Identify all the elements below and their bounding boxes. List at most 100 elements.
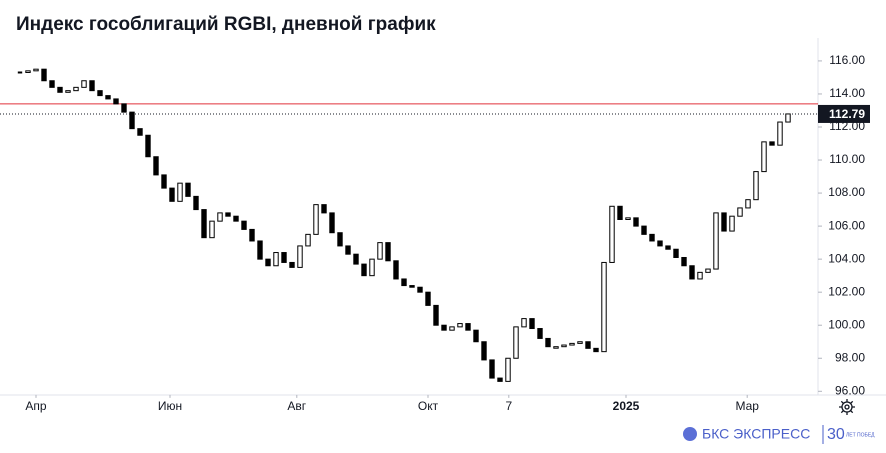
logo-mark — [683, 427, 697, 441]
candle — [769, 141, 775, 146]
candle — [233, 215, 239, 222]
candle — [241, 220, 247, 230]
x-tick-label: Июн — [158, 399, 182, 413]
candle — [697, 271, 703, 280]
candle — [553, 346, 559, 349]
candle — [321, 204, 327, 214]
candle — [313, 204, 319, 235]
candle — [449, 326, 455, 331]
candle — [713, 212, 719, 270]
candle — [281, 252, 287, 263]
logo-name: БКС ЭКСПРЕСС — [702, 426, 810, 442]
candle — [377, 242, 383, 260]
candle — [609, 205, 615, 263]
candle — [33, 68, 39, 72]
candle — [649, 233, 655, 242]
candle — [545, 337, 551, 348]
x-tick-label: Окт — [418, 399, 439, 413]
chart-title: Индекс гособлигаций RGBI, дневной график — [16, 14, 436, 35]
candle — [65, 90, 71, 93]
candle — [105, 95, 111, 100]
candle — [329, 212, 335, 234]
candle — [169, 187, 175, 202]
candle — [513, 326, 519, 359]
candle — [785, 113, 791, 123]
y-tick-label: 108.00 — [828, 185, 865, 199]
candle — [209, 220, 215, 239]
candle — [25, 70, 31, 73]
candle — [505, 357, 511, 382]
logo-years: 30 — [827, 426, 845, 443]
last-value-label: 112.79 — [829, 107, 865, 121]
candle — [593, 347, 599, 353]
candle — [73, 86, 79, 92]
candle — [57, 86, 63, 93]
candle — [273, 252, 279, 267]
candle — [665, 245, 671, 250]
last-value-badge — [818, 104, 870, 123]
candle — [249, 228, 255, 242]
x-tick-label: 2025 — [613, 399, 640, 413]
candle — [193, 195, 199, 211]
candle — [457, 323, 463, 328]
candle — [481, 341, 487, 361]
candle — [297, 245, 303, 268]
x-tick-label: Мар — [735, 399, 759, 413]
candle — [97, 90, 103, 97]
candle — [633, 217, 639, 227]
candle — [401, 278, 407, 287]
candle — [257, 240, 263, 260]
candle — [529, 318, 535, 330]
logo: БКС ЭКСПРЕСС 30 ЛЕТ ПОБЕД — [683, 425, 875, 444]
candle — [353, 253, 359, 265]
candle — [369, 258, 375, 277]
candle — [153, 156, 159, 176]
candle — [489, 359, 495, 379]
candle — [745, 199, 751, 209]
candle — [41, 68, 47, 82]
candle — [537, 328, 543, 339]
candle — [641, 225, 647, 235]
y-tick-label: 98.00 — [835, 350, 865, 364]
candle — [737, 207, 743, 217]
candle — [265, 258, 271, 267]
candle — [161, 174, 167, 189]
y-tick-label: 106.00 — [828, 218, 865, 232]
candle — [433, 304, 439, 326]
candle — [617, 205, 623, 221]
candle — [385, 242, 391, 262]
candle — [201, 209, 207, 239]
candle — [729, 215, 735, 232]
candle — [473, 329, 479, 343]
y-tick-label: 116.00 — [829, 53, 865, 67]
candle — [89, 80, 95, 92]
candle — [81, 80, 87, 88]
candle — [569, 342, 575, 346]
x-tick-label: Апр — [25, 399, 47, 413]
candle — [49, 80, 55, 88]
candle — [585, 341, 591, 349]
x-tick-label: 7 — [505, 399, 512, 413]
candle — [777, 121, 783, 146]
candle — [361, 263, 367, 277]
candle — [657, 240, 663, 247]
settings-icon[interactable] — [839, 399, 855, 415]
candle — [761, 141, 767, 173]
candle — [601, 261, 607, 353]
candle — [753, 171, 759, 201]
candle — [441, 324, 447, 331]
x-tick-label: Авг — [287, 399, 306, 413]
candle — [177, 182, 183, 202]
candle — [721, 212, 727, 232]
candle — [121, 103, 127, 113]
candle — [561, 344, 567, 348]
candle — [393, 260, 399, 280]
candle — [689, 265, 695, 280]
candle — [289, 261, 295, 268]
candle — [705, 268, 711, 273]
candle — [145, 134, 151, 158]
y-tick-label: 114.00 — [829, 86, 865, 100]
logo-tagline: ЛЕТ ПОБЕД — [846, 432, 875, 438]
y-tick-label: 96.00 — [835, 383, 865, 397]
